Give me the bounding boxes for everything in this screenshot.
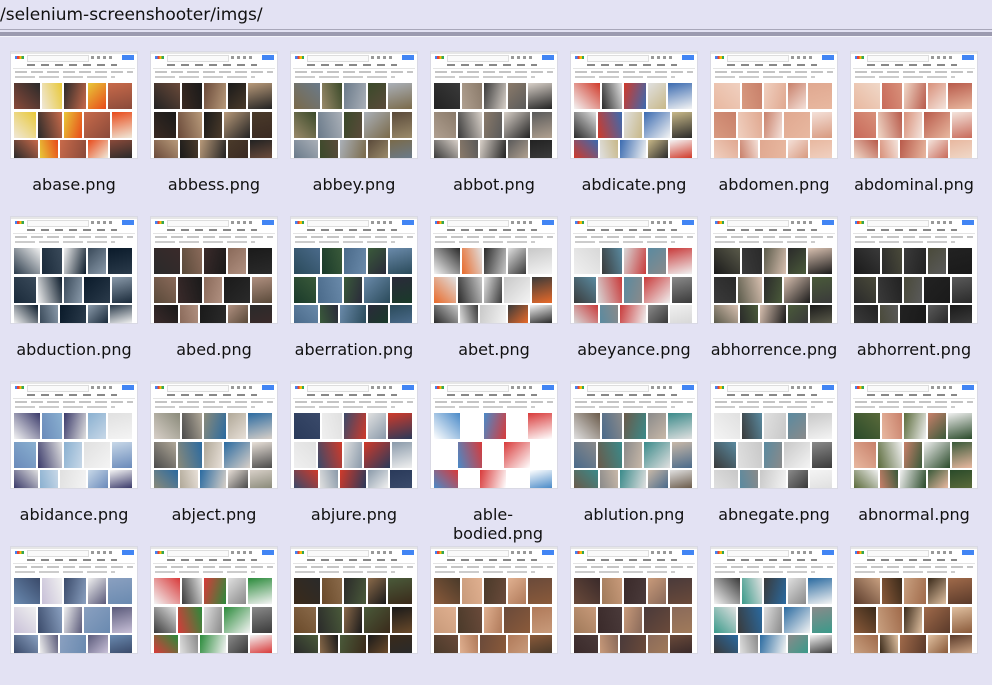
file-name: ablution.png: [583, 505, 685, 524]
file-thumbnail[interactable]: [711, 217, 837, 323]
file-name: abhorrence.png: [710, 340, 838, 359]
file-thumbnail[interactable]: [11, 547, 137, 653]
file-thumbnail[interactable]: [431, 217, 557, 323]
file-thumbnail[interactable]: [571, 547, 697, 653]
file-name: abject.png: [171, 505, 257, 524]
file-name: abbey.png: [312, 175, 396, 194]
file-name: abduction.png: [16, 340, 132, 359]
file-thumbnail[interactable]: [851, 217, 977, 323]
file-name: abase.png: [32, 175, 116, 194]
file-thumbnail[interactable]: [291, 52, 417, 158]
file-thumbnail[interactable]: [571, 382, 697, 488]
file-thumbnail[interactable]: [151, 217, 277, 323]
file-thumbnail[interactable]: [851, 547, 977, 653]
file-name: abnormal.png: [858, 505, 970, 524]
file-thumbnail[interactable]: [851, 52, 977, 158]
file-thumbnail[interactable]: [431, 382, 557, 488]
file-name: abdomen.png: [718, 175, 830, 194]
file-thumbnail[interactable]: [151, 382, 277, 488]
file-thumbnail[interactable]: [291, 217, 417, 323]
file-thumbnail[interactable]: [711, 52, 837, 158]
file-thumbnail[interactable]: [431, 52, 557, 158]
file-name: abeyance.png: [577, 340, 691, 359]
file-name: aberration.png: [294, 340, 414, 359]
file-thumbnail[interactable]: [11, 52, 137, 158]
file-thumbnail[interactable]: [571, 217, 697, 323]
file-thumbnail[interactable]: [291, 547, 417, 653]
file-thumbnail[interactable]: [11, 382, 137, 488]
file-name: abet.png: [458, 340, 530, 359]
file-name: abdominal.png: [854, 175, 974, 194]
file-name: abed.png: [176, 340, 252, 359]
file-name: able-bodied.png: [453, 505, 544, 543]
file-name: abjure.png: [310, 505, 398, 524]
file-name: abidance.png: [19, 505, 129, 524]
file-thumbnail[interactable]: [711, 382, 837, 488]
file-thumbnail[interactable]: [291, 382, 417, 488]
file-name: abdicate.png: [581, 175, 687, 194]
separator: [0, 32, 992, 37]
file-thumbnail[interactable]: [851, 382, 977, 488]
file-thumbnail[interactable]: [711, 547, 837, 653]
file-name: abhorrent.png: [856, 340, 972, 359]
file-grid[interactable]: abase.png abbess.png abbey.png abbot.png abd…: [0, 38, 992, 685]
file-thumbnail[interactable]: [11, 217, 137, 323]
file-name: abbot.png: [453, 175, 535, 194]
file-name: abnegate.png: [718, 505, 830, 524]
file-thumbnail[interactable]: [431, 547, 557, 653]
path-bar: /selenium-screenshooter/imgs/: [0, 0, 992, 30]
path-label: /selenium-screenshooter/imgs/: [0, 5, 263, 25]
file-name: abbess.png: [167, 175, 261, 194]
file-thumbnail[interactable]: [571, 52, 697, 158]
file-thumbnail[interactable]: [151, 547, 277, 653]
file-thumbnail[interactable]: [151, 52, 277, 158]
